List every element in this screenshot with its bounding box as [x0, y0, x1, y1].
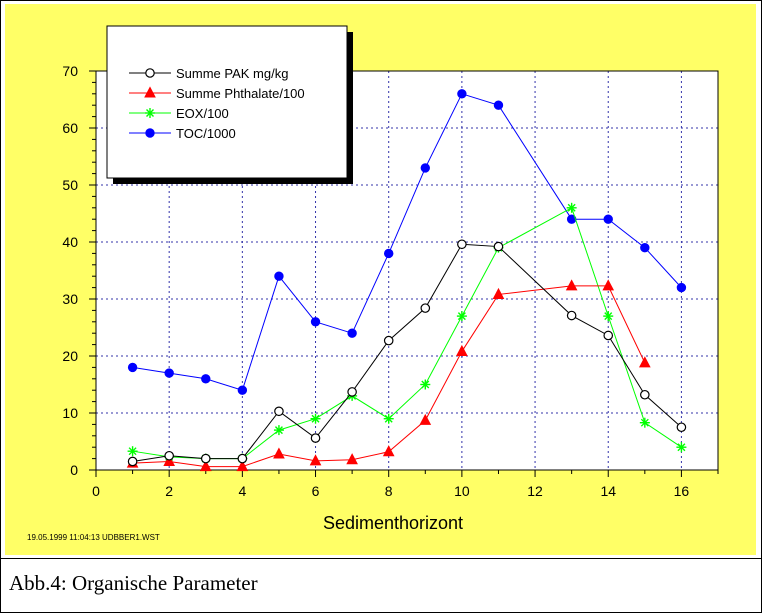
data-point	[127, 362, 138, 373]
data-point	[383, 413, 394, 424]
data-point	[237, 453, 248, 464]
data-point	[602, 279, 615, 291]
data-point	[640, 389, 650, 400]
legend-marker	[145, 108, 155, 118]
data-point	[676, 442, 687, 453]
data-point	[382, 445, 395, 457]
data-point	[346, 453, 358, 465]
y-tick-label: 60	[62, 120, 78, 136]
line-chart: 0 2 4 6 8 10 12 14 16 0 10 20 30 40 50 60 70 Sedimenthori…	[62, 25, 719, 533]
data-point	[127, 446, 138, 457]
data-point	[639, 417, 650, 428]
x-tick-label: 16	[674, 483, 690, 499]
data-point	[384, 248, 394, 259]
data-point	[309, 454, 322, 466]
data-point	[164, 450, 174, 461]
data-point	[383, 335, 394, 346]
data-point	[200, 453, 211, 464]
y-tick-label: 0	[70, 462, 78, 478]
data-point	[274, 406, 284, 417]
data-point	[163, 454, 176, 466]
y-tick-label: 30	[62, 291, 78, 307]
x-tick-label: 10	[454, 483, 470, 499]
data-point	[676, 422, 687, 433]
figure-caption: Abb.4: Organische Parameter	[9, 571, 258, 595]
data-point	[199, 460, 212, 472]
data-point	[236, 460, 249, 472]
data-point	[420, 163, 430, 173]
y-tick-label: 70	[62, 63, 78, 79]
legend-marker	[145, 128, 155, 138]
data-point	[493, 100, 504, 110]
data-point	[273, 447, 285, 459]
y-tick-label: 10	[62, 405, 78, 421]
x-axis-title: Sedimenthorizont	[323, 513, 463, 533]
data-point	[492, 287, 505, 299]
timestamp: 19.05.1999 11:04:13 UDBBER1.WST	[27, 533, 160, 542]
y-tick-label: 40	[62, 234, 78, 250]
y-tick-label: 50	[62, 177, 78, 193]
x-tick-label: 8	[385, 483, 393, 499]
data-point	[310, 317, 321, 327]
legend-label: Summe Phthalate/100	[176, 86, 305, 101]
legend-marker	[145, 68, 155, 78]
data-point	[457, 239, 467, 250]
data-point	[456, 344, 468, 356]
data-point	[603, 311, 614, 322]
data-point	[347, 387, 357, 397]
caption-divider	[1, 558, 761, 559]
data-point	[310, 413, 321, 424]
y-tick-label: 20	[62, 348, 78, 364]
data-point	[164, 368, 174, 378]
chart-area: 0 2 4 6 8 10 12 14 16 0 10 20 30 40 50 60 70 Sedimenthori…	[5, 4, 756, 555]
x-tick-label: 14	[600, 483, 616, 499]
data-point	[640, 243, 650, 253]
data-point	[127, 456, 138, 467]
legend-box	[106, 25, 348, 179]
data-point	[566, 202, 577, 213]
data-point	[493, 241, 504, 252]
data-point	[638, 356, 651, 368]
data-point	[603, 330, 614, 341]
x-tick-label: 0	[92, 483, 100, 499]
series-line	[132, 285, 646, 468]
data-point	[456, 311, 467, 322]
data-point	[566, 310, 577, 321]
data-point	[676, 282, 687, 293]
x-tick-label: 2	[165, 483, 173, 499]
data-point	[420, 303, 431, 313]
data-point	[273, 425, 284, 436]
legend-label: Summe PAK mg/kg	[176, 66, 288, 81]
x-tick-label: 12	[527, 483, 543, 499]
data-point	[237, 385, 248, 395]
data-point	[274, 271, 284, 281]
legend-marker	[144, 86, 156, 98]
data-point	[201, 374, 211, 384]
data-point	[457, 89, 467, 99]
data-point	[419, 413, 432, 425]
plot-frame	[95, 70, 719, 471]
x-tick-label: 4	[238, 483, 246, 499]
legend-label: TOC/1000	[176, 126, 236, 141]
data-point	[347, 328, 357, 338]
legend-label: EOX/100	[176, 106, 229, 121]
data-point	[565, 279, 578, 291]
data-point	[603, 214, 613, 224]
x-tick-label: 6	[312, 483, 320, 499]
data-point	[420, 379, 431, 390]
data-point	[310, 433, 321, 443]
